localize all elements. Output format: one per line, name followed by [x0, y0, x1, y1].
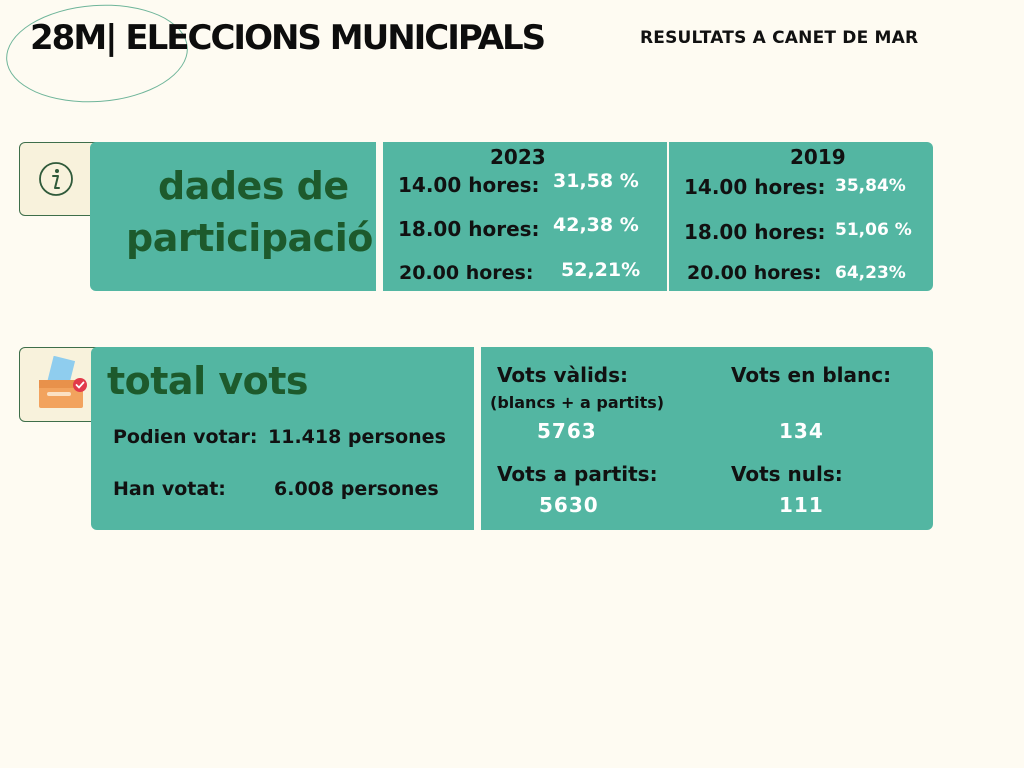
valid-votes-label: Vots vàlids:: [497, 363, 629, 387]
time-label: 18.00 hores:: [398, 217, 540, 241]
voted-label: Han votat:: [113, 478, 226, 500]
year-2023-heading: 2023: [490, 145, 546, 169]
null-votes-value: 111: [779, 493, 824, 517]
time-label: 18.00 hores:: [684, 220, 826, 244]
blank-votes-value: 134: [779, 419, 824, 443]
participation-value: 35,84%: [835, 176, 906, 196]
null-votes-label: Vots nuls:: [731, 462, 843, 486]
participation-label-line2: participació: [126, 216, 373, 260]
participation-value: 64,23%: [835, 263, 906, 283]
valid-votes-value: 5763: [537, 419, 597, 443]
could-vote-label: Podien votar:: [113, 426, 258, 448]
time-label: 20.00 hores:: [399, 262, 534, 284]
participation-value: 51,06 %: [835, 220, 912, 240]
time-label: 20.00 hores:: [687, 262, 822, 284]
ballot-box-icon: [36, 355, 90, 414]
total-votes-label: total vots: [107, 359, 309, 403]
party-votes-value: 5630: [539, 493, 599, 517]
page-title: 28M| ELECCIONS MUNICIPALS: [30, 18, 546, 58]
participation-value: 52,21%: [561, 259, 641, 281]
participation-2019-panel: 2019 14.00 hores: 35,84% 18.00 hores: 51…: [669, 142, 933, 291]
time-label: 14.00 hores:: [684, 175, 826, 199]
participation-icon-tab: [19, 142, 101, 216]
year-2019-heading: 2019: [790, 145, 846, 169]
info-icon: [38, 161, 74, 201]
participation-value: 31,58 %: [553, 170, 639, 192]
votes-breakdown-panel: Vots vàlids: (blancs + a partits) 5763 V…: [481, 347, 933, 530]
blank-votes-label: Vots en blanc:: [731, 363, 892, 387]
valid-votes-sub: (blancs + a partits): [490, 393, 665, 412]
time-label: 14.00 hores:: [398, 173, 540, 197]
participation-label-line1: dades de: [158, 164, 349, 208]
page-subtitle: RESULTATS A CANET DE MAR: [640, 28, 919, 48]
party-votes-label: Vots a partits:: [497, 462, 658, 486]
participation-2023-panel: 2023 14.00 hores: 31,58 % 18.00 hores: 4…: [383, 142, 667, 291]
could-vote-value: 11.418 persones: [268, 426, 446, 448]
participation-value: 42,38 %: [553, 214, 639, 236]
voted-value: 6.008 persones: [274, 478, 439, 500]
votes-icon-tab: [19, 347, 101, 422]
total-votes-panel: total vots Podien votar: 11.418 persones…: [91, 347, 474, 530]
participation-label-panel: dades de participació: [90, 142, 376, 291]
